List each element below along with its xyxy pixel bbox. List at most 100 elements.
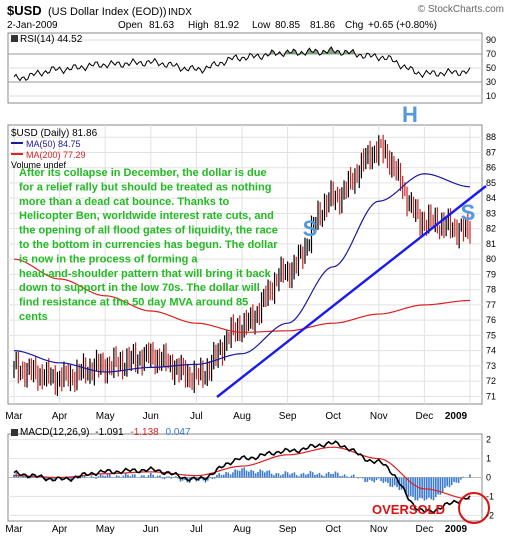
exchange-label: INDX [168,7,192,18]
open-label: Open [118,20,142,31]
macd-hist-bar [373,477,376,483]
macd-hist-bar [124,473,127,478]
macd-hist-bar [99,473,102,478]
macd-month-label: Nov [370,524,388,535]
annotation-line: Helicopter Ben, worldwide interest rate … [19,210,274,222]
annotation-line: cents [19,311,48,323]
ma50-line [13,173,471,373]
legend-main: $USD (Daily) 81.86 [11,128,98,139]
macd-hist-bar [469,474,471,478]
macd-hist-bar [384,477,387,482]
price-tick-label: 73 [486,361,496,371]
macd-hist-bar [140,475,143,478]
price-tick-label: 72 [486,376,496,386]
macd-hist-bar [218,473,220,478]
macd-hist-bar [330,473,332,478]
rsi-legend-swatch [11,35,18,42]
macd-hist-bar [393,477,396,486]
macd-hist-bar [257,471,259,478]
macd-hist-bar [325,473,328,478]
price-tick-label: 88 [486,132,496,142]
macd-hist-bar [364,477,366,483]
macd-hist-bar [284,471,287,478]
trendline-neckline [216,185,487,398]
macd-hist-bar [309,471,312,478]
macd-month-label: Jul [190,524,203,535]
macd-hist-bar [45,477,47,481]
annotation-line: head-and-shoulder pattern that will brin… [19,268,272,280]
macd-hist-bar [457,477,460,484]
macd-hist-bar [131,474,134,478]
macd-hist-bar [83,475,86,478]
annotation-line: find resistance at the 50 day MVA around… [19,297,248,309]
macd-hist-bar [380,477,382,482]
macd-hist-bar [181,477,184,481]
macd-hist-bar [211,477,214,479]
macd-tick-label: 1 [486,454,491,464]
macd-hist-bar [200,477,202,479]
price-month-label: 2009 [445,411,468,422]
macd-hist-bar [400,477,403,490]
macd-hist-bar [147,475,150,478]
price-month-label: Jul [190,411,203,422]
chg-label: Chg [345,20,363,31]
macd-hist-bar [250,469,252,478]
macd-hist-bar [282,474,284,478]
price-axis: 88 87 86 85 84 83 82 81 80 79 78 77 76 75 74 73 72 71 [486,132,496,401]
oversold-circle [458,492,490,524]
macd-hist-bar [462,476,464,478]
macd-hist-bar [302,472,305,478]
macd-hist-bar [409,477,412,497]
macd-hist-bar [460,477,462,480]
macd-hist-bar [311,472,314,478]
price-legend: $USD (Daily) 81.86 MA(50) 84.75 MA(200) … [11,128,98,170]
macd-hist-bar [323,476,325,478]
price-tick-label: 76 [486,315,496,325]
macd-hist-bar [54,477,56,481]
macd-hist-bar [241,468,243,478]
price-month-label: May [96,411,115,422]
macd-hist-bar [261,470,264,478]
commentary-annotation: After its collapse in December, the doll… [19,167,278,323]
macd-hist-bar [391,477,394,488]
price-tick-label: 75 [486,330,496,340]
macd-hist-bar [29,477,31,479]
macd-hist-bar [236,470,239,478]
macd-line [13,440,471,514]
macd-label: MACD(12,26,9) -1.091 -1.138 0.047 [20,427,191,438]
macd-month-label: Mar [5,524,23,535]
macd-month-label: 2009 [445,524,468,535]
macd-hist-bar [366,477,369,482]
price-month-label: Nov [370,411,388,422]
macd-hist-bar [341,475,344,478]
macd-month-label: Jun [143,524,159,535]
ma200-line [13,258,471,333]
macd-hist-bar [259,469,262,478]
high-value: 81.92 [214,20,239,31]
price-month-label: Aug [233,411,251,422]
macd-legend-swatch [11,429,18,436]
symbol-name: (US Dollar Index (EOD)) [48,6,167,18]
macd-hist-bar [122,475,125,478]
macd-hist-bar [227,472,230,478]
macd-hist-bar [444,477,446,488]
macd-hist-bar [439,477,442,495]
price-tick-label: 84 [486,193,496,203]
right-shoulder-label: S [461,200,476,225]
macd-hist-bar [332,473,334,478]
legend-ma50: MA(50) 84.75 [26,139,81,149]
macd-hist-bar [357,477,360,479]
price-month-label: Jun [143,411,159,422]
price-month-label: Sep [279,411,297,422]
symbol-title: $USD [7,3,42,18]
macd-hist-bar [220,474,223,478]
annotation-line: After its collapse in December, the doll… [19,167,267,179]
macd-hist-bar [238,470,241,478]
macd-hist-bar [106,473,109,478]
macd-hist-bar [295,475,298,478]
macd-hist-bar [26,477,29,479]
macd-hist-bar [387,477,389,483]
macd-hist-bar [428,477,430,498]
macd-hist-bar [232,472,234,478]
macd-hist-bar [416,477,419,501]
